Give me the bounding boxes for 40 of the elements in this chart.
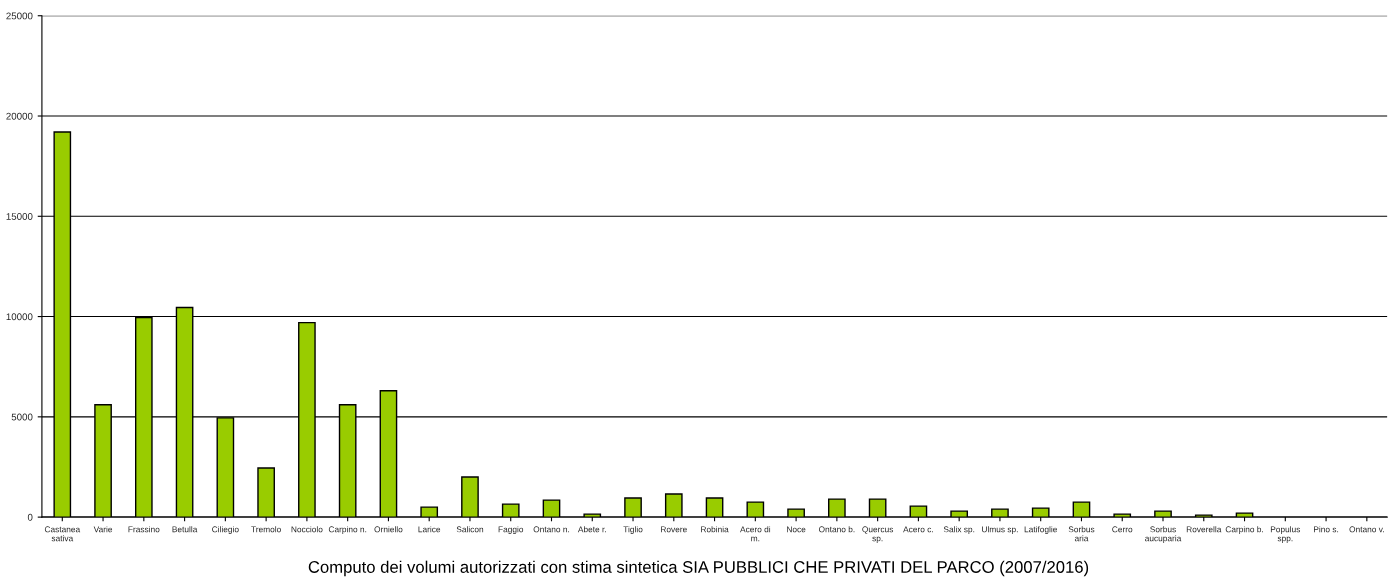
x-tick-label: Acero c.: [903, 526, 933, 533]
x-tick-label: Faggio: [498, 526, 524, 534]
x-tick-label: Rovere: [661, 526, 687, 533]
x-tick-label: Robinia: [701, 526, 729, 533]
x-tick-label: Orniello: [374, 526, 403, 533]
x-tick-label: Cerro: [1112, 526, 1133, 533]
x-tick-label: Frassino: [128, 526, 160, 533]
y-tick-label: 15000: [6, 213, 33, 220]
x-tick-label: Roverella: [1186, 526, 1222, 533]
x-tick-label: Acero di m.: [740, 526, 771, 542]
x-tick-label: Ontano b.: [818, 526, 855, 533]
x-tick-label: Ontano v.: [1349, 526, 1384, 533]
y-tick-label: 25000: [6, 12, 33, 20]
x-tick-label: Sorbus aucuparia: [1145, 526, 1182, 543]
x-tick-label: Ulmus sp.: [982, 526, 1018, 534]
x-tick-label: Tremolo: [251, 526, 281, 533]
x-tick-label: Salicon: [456, 526, 484, 533]
y-tick-label: 10000: [6, 313, 33, 321]
x-tick-label: Larice: [418, 526, 441, 533]
x-tick-label: Nocciolo: [291, 526, 323, 533]
x-tick-label: Ciliegio: [212, 526, 239, 534]
x-tick-label: Noce: [787, 526, 806, 533]
x-tick-label: Sorbus aria: [1068, 526, 1095, 542]
y-tick-label: 5000: [11, 413, 33, 421]
x-tick-label: Betulla: [172, 526, 198, 533]
x-tick-label: Abete r.: [577, 526, 606, 533]
x-tick-label: Latifoglie: [1024, 526, 1058, 534]
x-tick-label: Varie: [93, 526, 113, 533]
y-tick-label: 0: [27, 513, 33, 521]
x-tick-label: Carpino b.: [1225, 526, 1263, 534]
x-tick-label: Quercus sp.: [862, 526, 894, 543]
x-tick-label: Ontano n.: [533, 526, 570, 533]
x-tick-label: Pino s.: [1314, 526, 1339, 533]
x-tick-label: Salix sp.: [943, 526, 975, 534]
x-tick-label: Carpino n.: [328, 526, 367, 534]
y-tick-label: 20000: [6, 112, 33, 120]
x-tick-label: Tiglio: [623, 526, 643, 534]
x-tick-label: Castanea sativa: [44, 526, 81, 542]
text: Computo dei volumi autorizzati con stima sintetica SIA PUBBLICI CHE PRIVATI DEL PARCO (2007/2016): [308, 560, 1089, 577]
x-tick-label: Populus spp.: [1270, 526, 1301, 543]
